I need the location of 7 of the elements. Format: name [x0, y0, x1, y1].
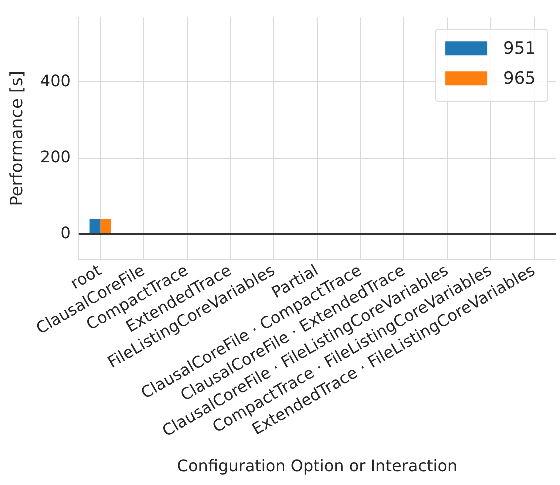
y-tick-label: 200 — [40, 147, 71, 166]
y-tick-label: 400 — [40, 71, 71, 90]
x-axis-title: Configuration Option or Interaction — [177, 456, 458, 476]
y-tick-label: 0 — [60, 223, 71, 242]
legend-label: 965 — [504, 69, 536, 90]
y-axis-title: Performance [s] — [8, 71, 28, 206]
legend-label: 951 — [504, 39, 536, 60]
